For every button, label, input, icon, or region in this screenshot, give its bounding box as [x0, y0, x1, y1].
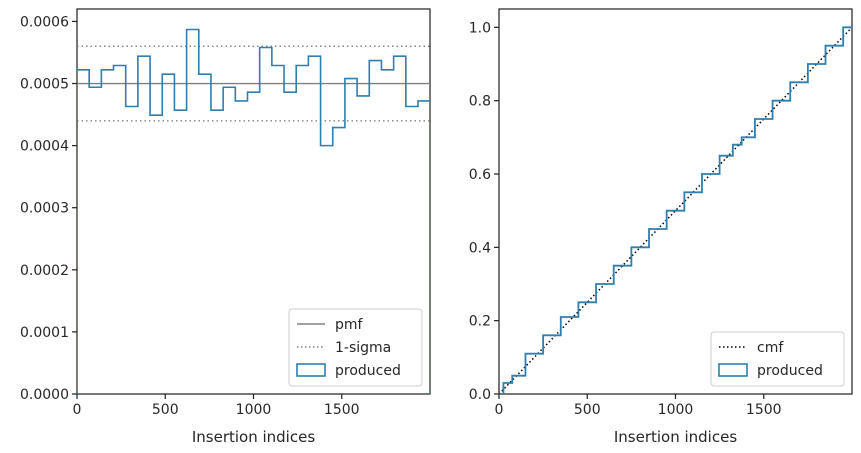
- panel1-xtick-label: 1500: [324, 402, 360, 418]
- panel1-xtick-label: 500: [152, 402, 179, 418]
- panel1-legend-label: produced: [335, 363, 401, 379]
- panel1-ytick-label: 0.0006: [20, 14, 69, 30]
- panel2-x-axis-label: Insertion indices: [614, 428, 737, 446]
- panel1-ytick-label: 0.0002: [20, 263, 69, 279]
- panel1-legend-label: pmf: [335, 317, 364, 333]
- panel2-legend-box: [710, 331, 845, 387]
- panel2-ytick-label: 0.2: [469, 314, 491, 330]
- panel1-ytick-label: 0.0004: [20, 139, 69, 155]
- panel1-legend-label: 1-sigma: [335, 340, 391, 356]
- panel2-ytick-label: 0.6: [469, 167, 491, 183]
- panel2-ytick-label: 1.0: [469, 20, 491, 36]
- panel1-xtick-label: 1000: [236, 402, 272, 418]
- panel2-frame: [498, 8, 853, 395]
- panel2-plot-area: [499, 26, 852, 394]
- panel2-ytick-label: 0.4: [469, 240, 491, 256]
- panel1-legend-box: [288, 308, 423, 387]
- panel2-cmf-line: [499, 26, 852, 394]
- panel2-xtick-label: 1000: [658, 402, 694, 418]
- panel1-ytick-label: 0.0001: [20, 325, 69, 341]
- panel1-legend-produced-swatch: [296, 363, 326, 377]
- panel2-xtick-label: 500: [574, 402, 601, 418]
- panel2-xtick-label: 1500: [746, 402, 782, 418]
- panel1-ytick-label: 0.0005: [20, 77, 69, 93]
- panel1-xtick-label: 0: [73, 402, 82, 418]
- panel1-produced-histogram: [77, 28, 430, 394]
- panel2-ytick-label: 0.8: [469, 94, 491, 110]
- panel2-legend-label: produced: [757, 363, 823, 379]
- panel2-xtick-label: 0: [495, 402, 504, 418]
- panel1-ytick-label: 0.0000: [20, 387, 69, 403]
- panel1-ytick-label: 0.0003: [20, 201, 69, 217]
- panel2-produced-cumulative: [499, 26, 852, 394]
- panel2-legend-label: cmf: [757, 340, 784, 356]
- panel2-legend-produced-swatch: [718, 363, 748, 377]
- panel1-plot-area: [77, 28, 430, 394]
- panel1-x-axis-label: Insertion indices: [192, 428, 315, 446]
- panel2-ytick-label: 0.0: [469, 387, 491, 403]
